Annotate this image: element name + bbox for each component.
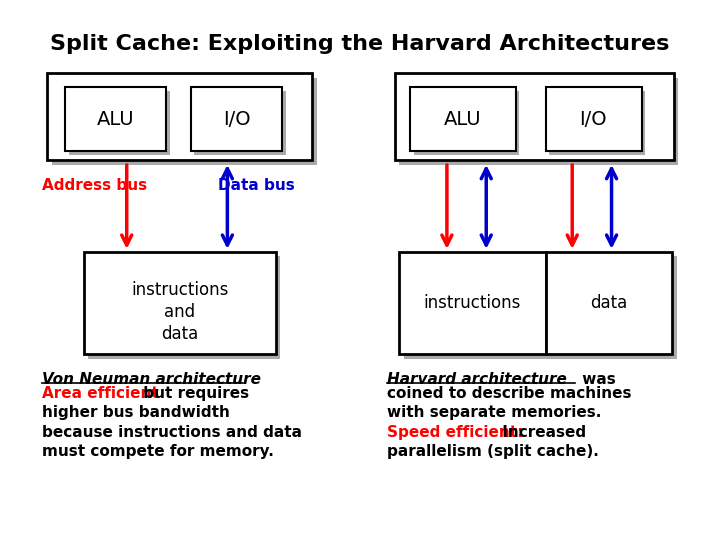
FancyBboxPatch shape — [89, 256, 280, 359]
FancyBboxPatch shape — [395, 73, 674, 160]
FancyBboxPatch shape — [546, 87, 642, 151]
FancyBboxPatch shape — [84, 252, 276, 354]
Text: ALU: ALU — [97, 110, 135, 129]
Text: and: and — [164, 303, 195, 321]
Text: Harvard architecture: Harvard architecture — [387, 373, 567, 388]
FancyBboxPatch shape — [410, 87, 516, 151]
FancyBboxPatch shape — [400, 252, 546, 354]
Text: but requires: but requires — [138, 386, 249, 401]
FancyBboxPatch shape — [546, 252, 672, 354]
FancyBboxPatch shape — [52, 78, 317, 165]
Text: I/O: I/O — [580, 110, 607, 129]
Text: Speed efficient:: Speed efficient: — [387, 424, 524, 440]
Text: coined to describe machines: coined to describe machines — [387, 386, 632, 401]
Text: because instructions and data: because instructions and data — [42, 424, 302, 440]
Text: data: data — [590, 294, 627, 312]
FancyBboxPatch shape — [47, 73, 312, 160]
Text: data: data — [161, 325, 199, 343]
Text: Data bus: Data bus — [218, 178, 295, 193]
Text: I/O: I/O — [222, 110, 251, 129]
Text: Split Cache: Exploiting the Harvard Architectures: Split Cache: Exploiting the Harvard Arch… — [50, 34, 670, 54]
FancyBboxPatch shape — [550, 256, 677, 359]
FancyBboxPatch shape — [66, 87, 166, 151]
Text: with separate memories.: with separate memories. — [387, 406, 602, 420]
Text: instructions: instructions — [131, 281, 228, 299]
Text: Area efficient: Area efficient — [42, 386, 158, 401]
Text: instructions: instructions — [424, 294, 521, 312]
FancyBboxPatch shape — [414, 91, 519, 155]
Text: Von Neuman architecture: Von Neuman architecture — [42, 373, 261, 388]
Text: Increased: Increased — [498, 424, 586, 440]
FancyBboxPatch shape — [194, 91, 286, 155]
FancyBboxPatch shape — [400, 78, 678, 165]
Text: must compete for memory.: must compete for memory. — [42, 444, 274, 459]
Text: higher bus bandwidth: higher bus bandwidth — [42, 406, 230, 420]
Text: ALU: ALU — [444, 110, 481, 129]
Text: was: was — [577, 373, 616, 388]
FancyBboxPatch shape — [549, 91, 645, 155]
FancyBboxPatch shape — [69, 91, 170, 155]
Text: Address bus: Address bus — [42, 178, 147, 193]
FancyBboxPatch shape — [191, 87, 282, 151]
FancyBboxPatch shape — [404, 256, 550, 359]
Text: parallelism (split cache).: parallelism (split cache). — [387, 444, 599, 459]
